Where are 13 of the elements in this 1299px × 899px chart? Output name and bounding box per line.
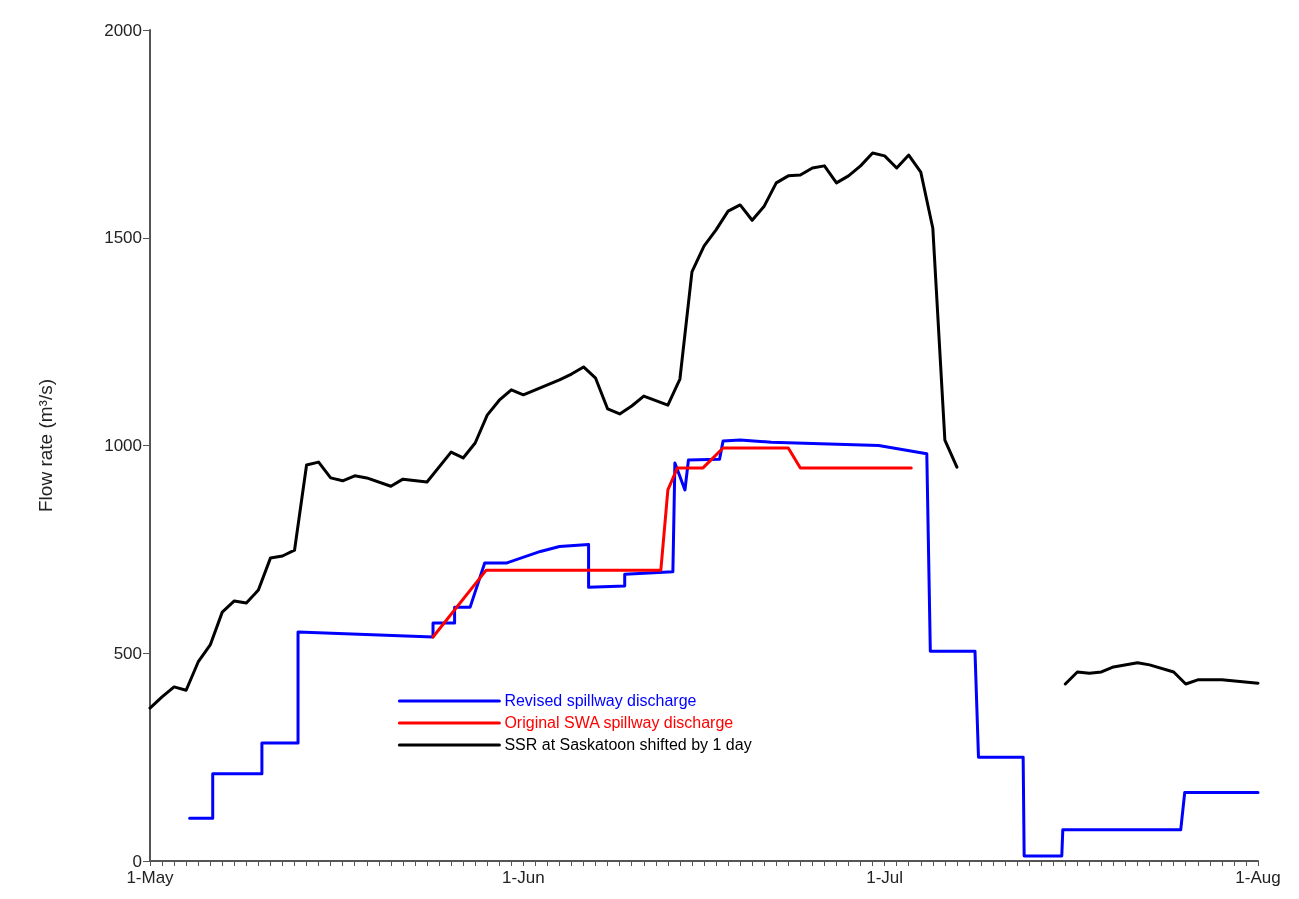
text: SSR at Saskatoon shifted by 1 day — [504, 736, 752, 754]
x-tick-label: 1-Jul — [866, 868, 904, 887]
text: Revised spillway discharge — [504, 692, 697, 710]
text: Original SWA spillway discharge — [504, 714, 734, 732]
x-tick-label: 1-May — [126, 868, 175, 887]
y-tick-label: 0 — [132, 851, 142, 871]
y-tick-label: 500 — [113, 643, 142, 663]
y-tick-label: 2000 — [104, 20, 142, 40]
x-tick-label: 1-Aug — [1235, 868, 1281, 887]
y-tick-label: 1500 — [104, 228, 142, 248]
y-tick-label: 1000 — [104, 436, 142, 455]
y-axis-title: Flow rate (m³/s) — [35, 379, 56, 512]
x-tick-label: 1-Jun — [502, 868, 545, 887]
